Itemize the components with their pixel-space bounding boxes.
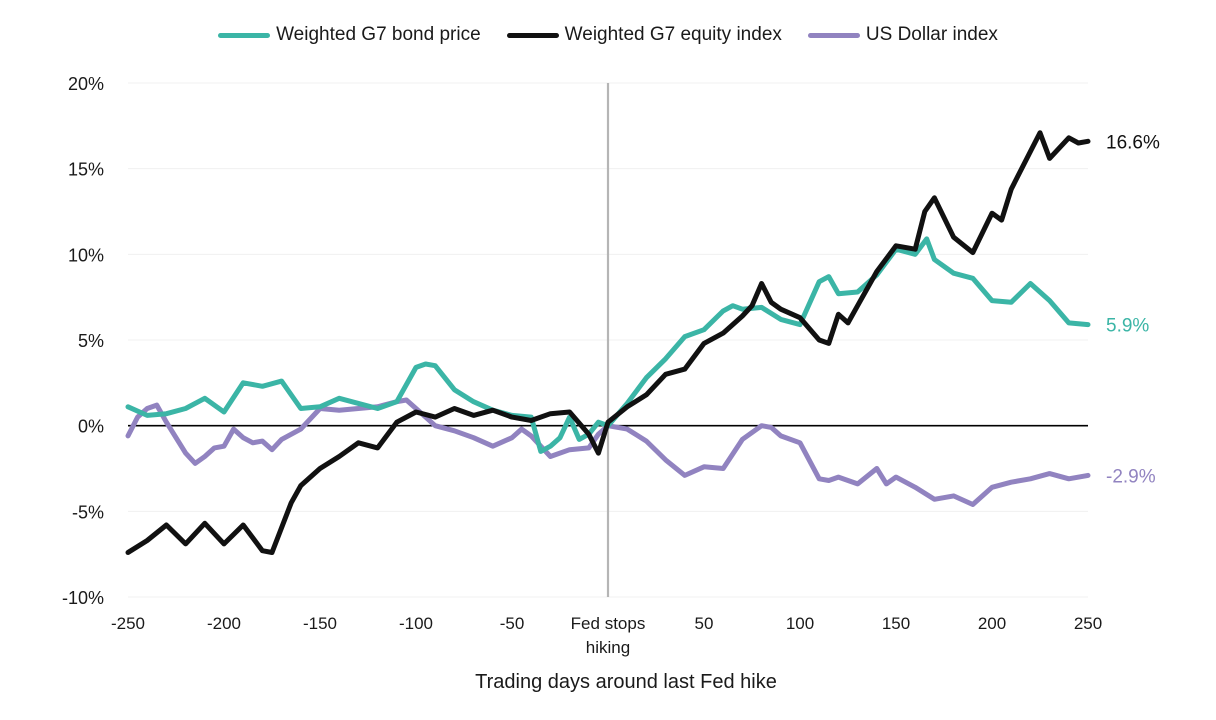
end-label-us-dollar-index: -2.9% <box>1106 466 1156 487</box>
series-line-equity-index <box>125 130 1091 555</box>
series-lines <box>125 130 1091 555</box>
y-axis-tick-labels: -10% -5% 0% 5% 10% 15% 20% <box>62 74 104 608</box>
legend-label-equity: Weighted G7 equity index <box>564 24 782 45</box>
y-tick-label: 5% <box>78 331 104 351</box>
series-end-labels: 5.9% 16.6% -2.9% <box>1106 132 1160 487</box>
x-tick-label: 150 <box>882 614 910 633</box>
legend-swatch-dollar <box>807 32 860 38</box>
x-tick-label: 200 <box>978 614 1006 633</box>
legend-item-equity[interactable]: Weighted G7 equity index <box>506 24 782 46</box>
legend-label-dollar: US Dollar index <box>865 24 998 45</box>
y-tick-label: -5% <box>72 502 104 522</box>
x-tick-label: 250 <box>1074 614 1102 633</box>
x-tick-label: 50 <box>695 614 714 633</box>
x-axis-tick-labels: -250 -200 -150 -100 -50 Fed stops 50 100 150 200 2… <box>111 614 1102 657</box>
y-tick-label: -10% <box>62 588 104 608</box>
legend-item-dollar[interactable]: US Dollar index <box>807 24 998 46</box>
x-tick-label: -250 <box>111 614 145 633</box>
x-tick-label: 100 <box>786 614 814 633</box>
legend-item-bond[interactable]: Weighted G7 bond price <box>218 24 481 46</box>
legend-swatch-equity <box>506 32 559 38</box>
end-label-bond-price: 5.9% <box>1106 316 1149 337</box>
legend-swatch-bond <box>218 32 271 38</box>
y-tick-label: 15% <box>68 160 104 180</box>
y-tick-label: 0% <box>78 417 104 437</box>
series-line-us-dollar-index <box>125 397 1091 507</box>
x-tick-label: -200 <box>207 614 241 633</box>
x-tick-label: Fed stops <box>571 614 646 633</box>
legend-label-bond: Weighted G7 bond price <box>276 24 481 45</box>
x-axis-title: Trading days around last Fed hike <box>475 671 777 693</box>
y-tick-label: 10% <box>68 245 104 265</box>
legend: Weighted G7 bond price Weighted G7 equit… <box>0 24 1216 46</box>
x-tick-label: -50 <box>500 614 525 633</box>
x-tick-label-line2: hiking <box>586 638 630 657</box>
end-label-equity-index: 16.6% <box>1106 132 1160 153</box>
series-line-bond-price <box>125 236 1091 454</box>
y-tick-label: 20% <box>68 74 104 94</box>
x-tick-label: -150 <box>303 614 337 633</box>
x-tick-label: -100 <box>399 614 433 633</box>
